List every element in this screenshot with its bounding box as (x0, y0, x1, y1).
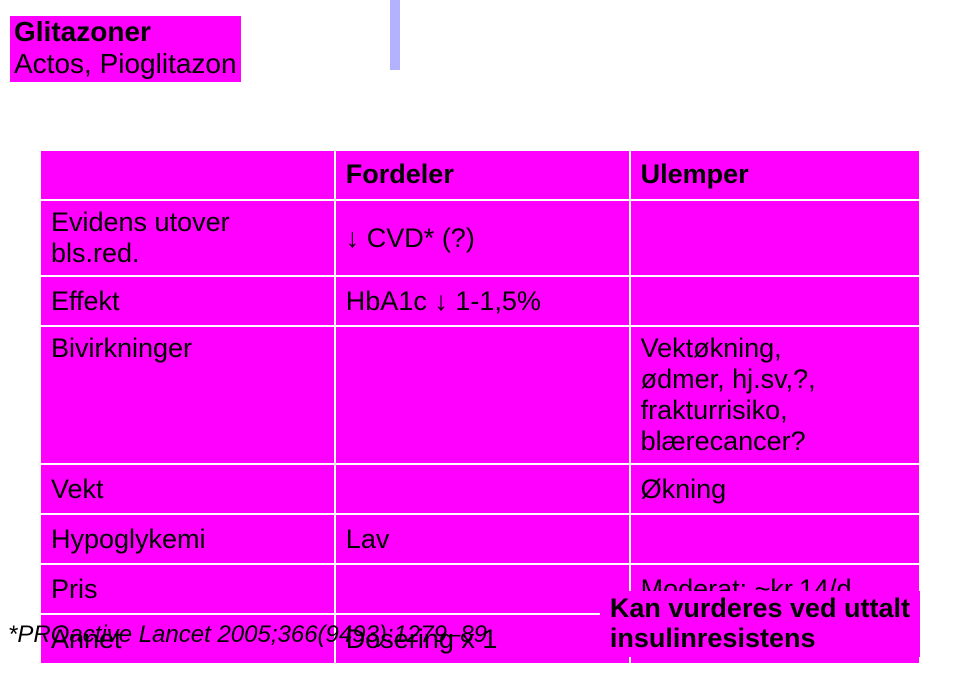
row-label-hypoglykemi: Hypoglykemi (40, 514, 335, 564)
row-label-vekt: Vekt (40, 464, 335, 514)
table-row: Effekt HbA1c ↓ 1-1,5% (40, 276, 920, 326)
callout-line-1: Kan vurderes ved uttalt (610, 593, 910, 623)
cell-fordeler: HbA1c ↓ 1-1,5% (335, 276, 630, 326)
title-line-1: Glitazoner (14, 16, 237, 48)
header-ulemper: Ulemper (630, 150, 920, 200)
callout-box: Kan vurderes ved uttalt insulinresistens (600, 591, 920, 657)
callout-line-2: insulinresistens (610, 623, 910, 653)
top-accent-bar (390, 0, 400, 70)
row-label-bivirkninger: Bivirkninger (40, 326, 335, 464)
cell-text: frakturrisiko, (641, 395, 788, 426)
table-row: Vekt Økning (40, 464, 920, 514)
row-label-evidens: Evidens utover bls.red. (40, 200, 335, 276)
cell-ulemper: Økning (630, 464, 920, 514)
cell-fordeler: Lav (335, 514, 630, 564)
cell-text: bls.red. (51, 238, 140, 269)
table-header-row: Fordeler Ulemper (40, 150, 920, 200)
table-row: Evidens utover bls.red. ↓ CVD* (?) (40, 200, 920, 276)
row-label-effekt: Effekt (40, 276, 335, 326)
cell-text: ødmer, hj.sv,?, (641, 364, 816, 395)
comparison-table: Fordeler Ulemper Evidens utover bls.red.… (40, 150, 920, 664)
title-line-2: Actos, Pioglitazon (14, 48, 237, 80)
title-box: Glitazoner Actos, Pioglitazon (10, 16, 241, 82)
cell-text: Evidens utover (51, 207, 230, 238)
cell-fordeler: ↓ CVD* (?) (335, 200, 630, 276)
footnote-citation: *PROactive Lancet 2005;366(9493):1279–89 (8, 621, 487, 649)
table-row: Hypoglykemi Lav (40, 514, 920, 564)
cell-text: Vektøkning, (641, 333, 782, 364)
cell-fordeler (335, 464, 630, 514)
cell-ulemper (630, 276, 920, 326)
header-fordeler: Fordeler (335, 150, 630, 200)
cell-fordeler (335, 564, 630, 614)
cell-ulemper (630, 200, 920, 276)
row-label-pris: Pris (40, 564, 335, 614)
cell-fordeler (335, 326, 630, 464)
cell-ulemper (630, 514, 920, 564)
table-row: Bivirkninger Vektøkning, ødmer, hj.sv,?,… (40, 326, 920, 464)
header-empty (40, 150, 335, 200)
cell-text: blærecancer? (641, 426, 806, 457)
cell-ulemper: Vektøkning, ødmer, hj.sv,?, frakturrisik… (630, 326, 920, 464)
